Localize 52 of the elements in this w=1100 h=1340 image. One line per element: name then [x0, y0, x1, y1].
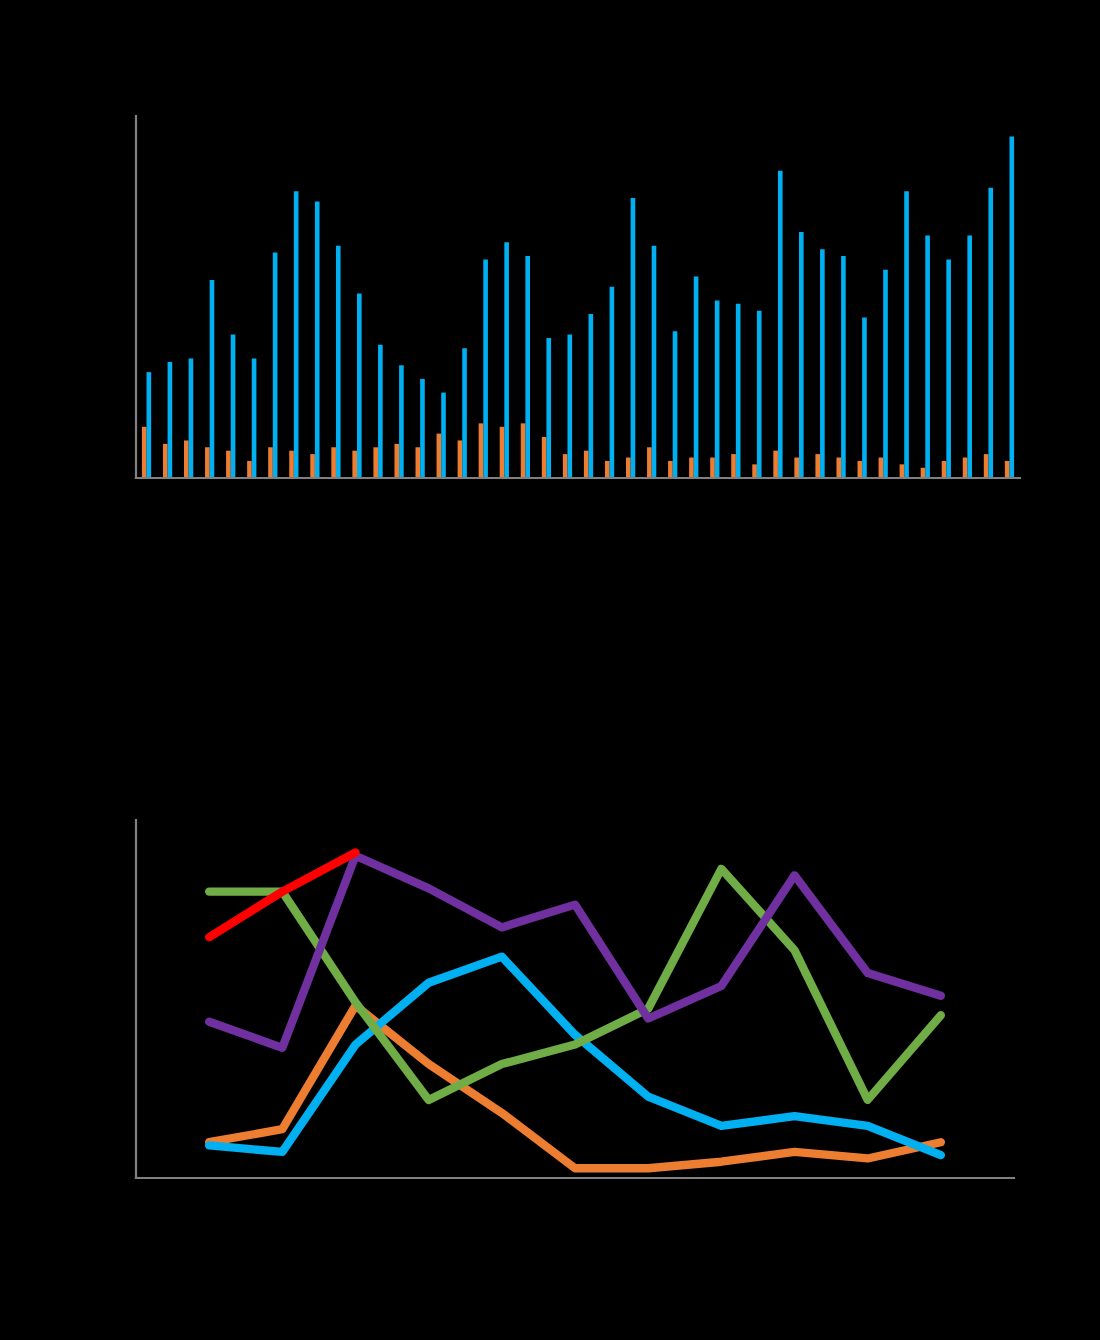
bar [583, 450, 589, 478]
bar [604, 460, 610, 478]
bar [647, 447, 652, 478]
bar [441, 392, 446, 478]
bar [352, 450, 357, 478]
bar [815, 454, 821, 478]
bar [862, 317, 867, 478]
bar [841, 256, 846, 478]
bar [668, 460, 673, 478]
bar [141, 426, 147, 478]
bar [226, 450, 231, 478]
bar [689, 457, 694, 478]
bar [777, 170, 783, 478]
bar [335, 245, 341, 478]
bar [946, 259, 951, 478]
bar [378, 344, 383, 478]
bar [820, 249, 825, 478]
bar [310, 454, 315, 478]
bar [1009, 136, 1015, 478]
bar [183, 440, 189, 478]
bar [752, 464, 757, 478]
bar [357, 293, 362, 478]
bar [420, 378, 425, 478]
bar [925, 235, 930, 478]
bar [331, 447, 336, 478]
bar [710, 457, 715, 478]
bar [967, 235, 973, 478]
bar [773, 450, 778, 478]
bar [504, 242, 509, 478]
bar [625, 457, 631, 478]
bar [904, 191, 909, 478]
bar [988, 187, 994, 478]
bar [794, 457, 799, 478]
bar [289, 450, 294, 478]
bar [836, 457, 842, 478]
bar [483, 259, 488, 478]
bar [799, 232, 804, 478]
bar [462, 348, 467, 478]
bar [756, 310, 762, 478]
bar [268, 447, 273, 478]
bar [567, 334, 573, 478]
bar [883, 269, 888, 478]
bar [162, 443, 168, 478]
bar [546, 337, 552, 478]
bar [247, 460, 252, 478]
bar [394, 443, 400, 478]
bar [399, 365, 404, 478]
bar [731, 454, 736, 478]
bar [314, 201, 320, 478]
bar [525, 256, 531, 478]
bar [373, 447, 379, 478]
bar [205, 447, 210, 478]
